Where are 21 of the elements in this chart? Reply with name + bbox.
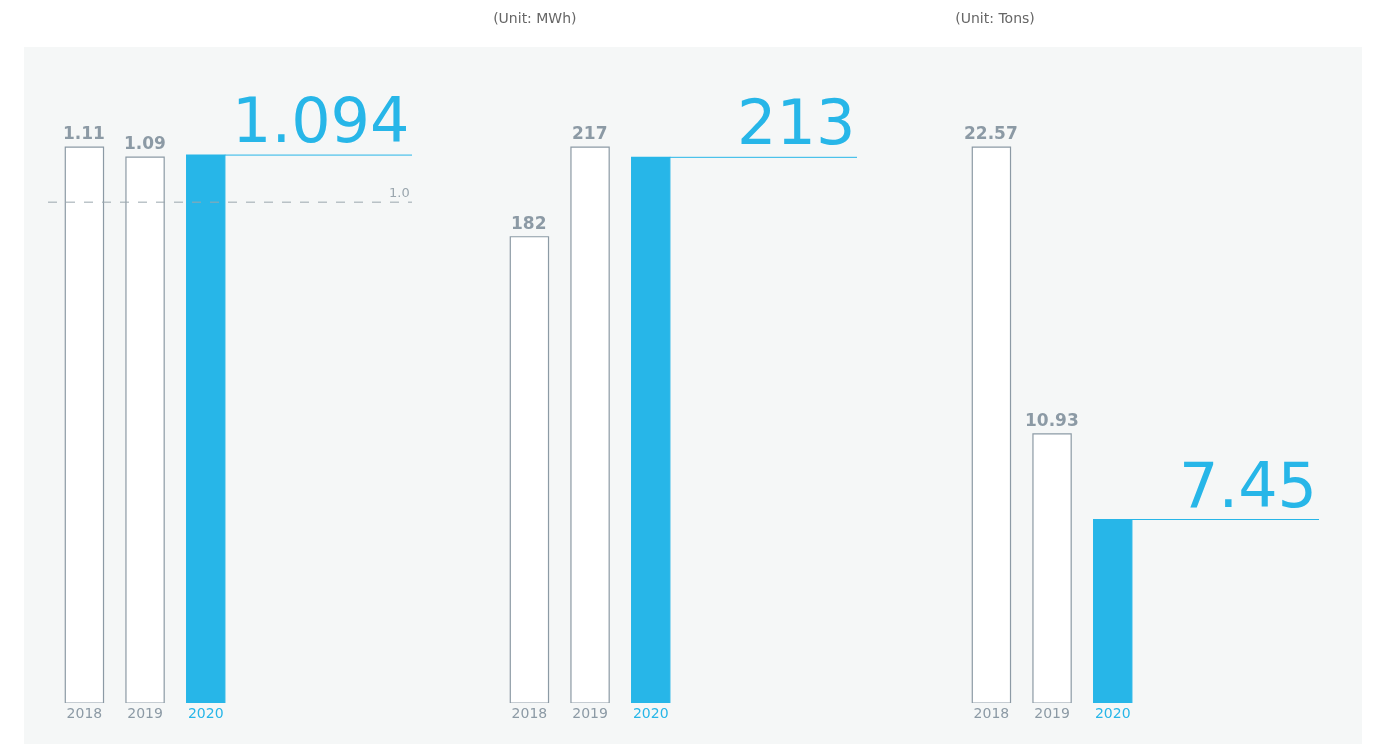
x-tick-label: 2019	[1034, 705, 1070, 721]
x-tick-label: 2020	[1094, 705, 1131, 721]
x-tick-label: 2020	[632, 705, 669, 721]
data-label: 1.11	[63, 123, 105, 143]
x-tick-label: 2019	[572, 705, 608, 721]
ref-line-label: 1.0	[389, 185, 410, 200]
data-label: 213	[737, 86, 856, 159]
x-tick-label: 2020	[187, 705, 224, 721]
x-tick-label: 2019	[127, 705, 163, 721]
chart-title: (Unit: MWh)	[493, 9, 577, 26]
chart-title: (Unit: Tons)	[955, 9, 1035, 26]
x-tick-label: 2018	[511, 705, 548, 721]
data-label: 1.094	[232, 84, 410, 157]
data-label: 22.57	[964, 123, 1018, 143]
x-tick-label: 2018	[66, 705, 103, 721]
data-label: 217	[572, 123, 608, 143]
data-label: 182	[511, 213, 547, 233]
x-tick-label: 2018	[973, 705, 1010, 721]
data-label: 7.45	[1179, 449, 1318, 522]
data-label: 1.09	[124, 133, 166, 153]
data-label: 10.93	[1025, 410, 1079, 430]
